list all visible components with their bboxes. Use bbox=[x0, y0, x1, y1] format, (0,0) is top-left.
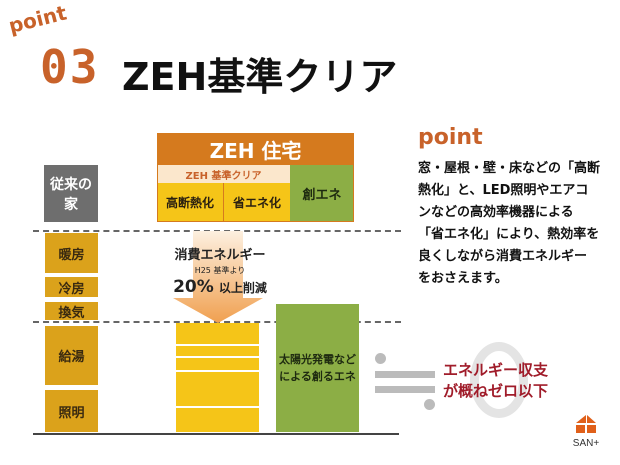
zeh-standard-band: ZEH 基準クリア bbox=[157, 165, 290, 183]
logo-text: SAN+ bbox=[572, 438, 600, 449]
equals-icon bbox=[375, 371, 435, 378]
zeh-segment bbox=[176, 358, 259, 370]
description-line: ンなどの高効率機器による bbox=[418, 205, 574, 220]
reduction-percent: 20% bbox=[173, 277, 214, 297]
solar-creation-bar: 太陽光発電など による創るエネ bbox=[276, 304, 359, 432]
description-line: 「省エネ化」により、熱効率を bbox=[418, 227, 600, 242]
solar-line2: による創るエネ bbox=[279, 370, 356, 383]
zeh-segment bbox=[176, 346, 259, 356]
energy-saving-box: 省エネ化 bbox=[224, 183, 290, 222]
page-title: ZEH基準クリア bbox=[122, 55, 398, 99]
zeh-segment bbox=[176, 372, 259, 406]
balance-line1: エネルギー収支 bbox=[443, 361, 549, 379]
equals-dot bbox=[375, 353, 386, 364]
description-line: 良くしながら消費エネルギー bbox=[418, 249, 588, 264]
house-logo-icon bbox=[576, 415, 596, 433]
energy-balance-text: エネルギー収支 が概ねゼロ以下 bbox=[443, 360, 548, 402]
point-tag: point bbox=[6, 0, 69, 38]
conventional-house-label: 従来の家 bbox=[44, 165, 98, 222]
item-cooling: 冷房 bbox=[45, 277, 98, 297]
san-plus-logo: SAN+ bbox=[566, 414, 606, 449]
item-lighting: 照明 bbox=[45, 390, 98, 432]
equals-dot bbox=[424, 399, 435, 410]
solar-line1: 太陽光発電など bbox=[279, 353, 356, 366]
item-heating: 暖房 bbox=[45, 233, 98, 273]
item-hot-water: 給湯 bbox=[45, 326, 98, 385]
energy-creation-box: 創エネ bbox=[290, 165, 354, 222]
zeh-house-title: ZEH 住宅 bbox=[157, 133, 354, 165]
reduction-line1: 消費エネルギー bbox=[174, 248, 266, 263]
description-line: をおさえます。 bbox=[418, 271, 508, 286]
item-ventilation: 換気 bbox=[45, 302, 98, 321]
baseline bbox=[33, 433, 399, 435]
insulation-box: 高断熱化 bbox=[157, 183, 224, 222]
point-heading: point bbox=[418, 125, 483, 150]
reduction-line3: 以上削減 bbox=[218, 281, 267, 295]
description-line: 熱化」と、LED照明やエアコ bbox=[418, 183, 589, 198]
consumption-reduction: 消費エネルギー H25 基準より 20% 以上削減 bbox=[150, 244, 290, 297]
reduction-line2: H25 基準より bbox=[194, 266, 246, 275]
down-arrow-icon bbox=[173, 231, 263, 323]
description-line: 窓・屋根・壁・床などの「高断 bbox=[418, 161, 601, 176]
point-description: 窓・屋根・壁・床などの「高断 熱化」と、LED照明やエアコ ンなどの高効率機器に… bbox=[418, 158, 600, 290]
balance-line2: が概ねゼロ以下 bbox=[443, 382, 549, 400]
zeh-segment bbox=[176, 323, 259, 344]
point-number: 03 bbox=[40, 40, 100, 94]
equals-icon bbox=[375, 386, 435, 393]
zeh-segment bbox=[176, 408, 259, 432]
zero-ring-icon bbox=[470, 342, 528, 418]
